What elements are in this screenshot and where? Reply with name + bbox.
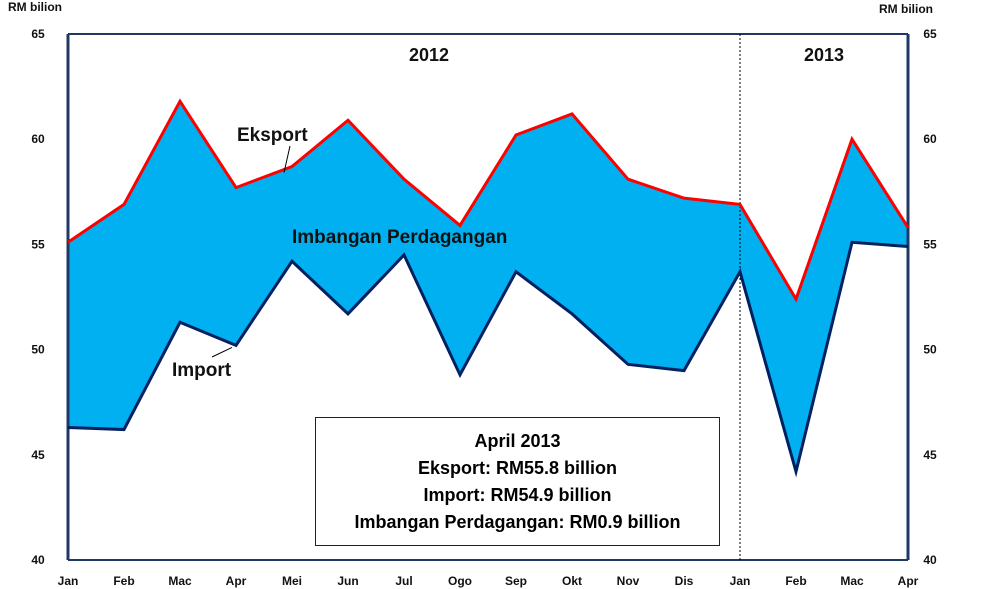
y-tick-left-65: 65 bbox=[31, 27, 45, 41]
year-label-2012: 2012 bbox=[409, 45, 449, 65]
x-tick-2: Mac bbox=[168, 574, 192, 588]
y-tick-left-55: 55 bbox=[31, 237, 45, 251]
summary-balance: Imbangan Perdagangan: RM0.9 billion bbox=[354, 511, 681, 532]
import-pointer bbox=[211, 346, 233, 358]
x-tick-4: Mei bbox=[282, 574, 302, 588]
y-tick-right-50: 50 bbox=[923, 343, 937, 357]
import-line bbox=[67, 240, 909, 478]
x-tick-10: Nov bbox=[617, 574, 640, 588]
y-tick-right-40: 40 bbox=[923, 553, 937, 567]
y-tick-left-60: 60 bbox=[31, 132, 45, 146]
y-tick-left-40: 40 bbox=[31, 553, 45, 567]
x-tick-13: Feb bbox=[785, 574, 806, 588]
y-tick-right-65: 65 bbox=[923, 27, 937, 41]
x-tick-6: Jul bbox=[395, 574, 412, 588]
y-tick-right-45: 45 bbox=[923, 448, 937, 462]
y-tick-right-60: 60 bbox=[923, 132, 937, 146]
balance-area bbox=[68, 101, 908, 472]
x-tick-7: Ogo bbox=[448, 574, 472, 588]
summary-export: Eksport: RM55.8 billion bbox=[417, 457, 618, 478]
eksport-line bbox=[67, 98, 910, 303]
import-label: Import bbox=[172, 360, 232, 381]
balance-label: Imbangan Perdagangan bbox=[292, 227, 507, 248]
x-tick-11: Dis bbox=[675, 574, 694, 588]
summary-box: April 2013 Eksport: RM55.8 billion Impor… bbox=[315, 417, 720, 546]
x-tick-0: Jan bbox=[58, 574, 79, 588]
y-axis-unit-right: RM bilion bbox=[879, 2, 933, 16]
summary-import: Import: RM54.9 billion bbox=[423, 484, 612, 505]
y-axis-unit-left: RM bilion bbox=[8, 0, 62, 14]
x-tick-14: Mac bbox=[840, 574, 864, 588]
x-tick-3: Apr bbox=[226, 574, 247, 588]
summary-title: April 2013 bbox=[474, 430, 561, 451]
x-tick-9: Okt bbox=[562, 574, 582, 588]
eksport-pointer bbox=[283, 145, 291, 173]
y-tick-right-55: 55 bbox=[923, 237, 937, 251]
x-tick-8: Sep bbox=[505, 574, 527, 588]
eksport-label: Eksport bbox=[237, 125, 308, 146]
x-tick-15: Apr bbox=[898, 574, 919, 588]
y-tick-left-50: 50 bbox=[31, 343, 45, 357]
x-tick-1: Feb bbox=[113, 574, 134, 588]
x-tick-5: Jun bbox=[337, 574, 358, 588]
year-label-2013: 2013 bbox=[804, 45, 844, 65]
y-tick-left-45: 45 bbox=[31, 448, 45, 462]
x-tick-12: Jan bbox=[730, 574, 751, 588]
